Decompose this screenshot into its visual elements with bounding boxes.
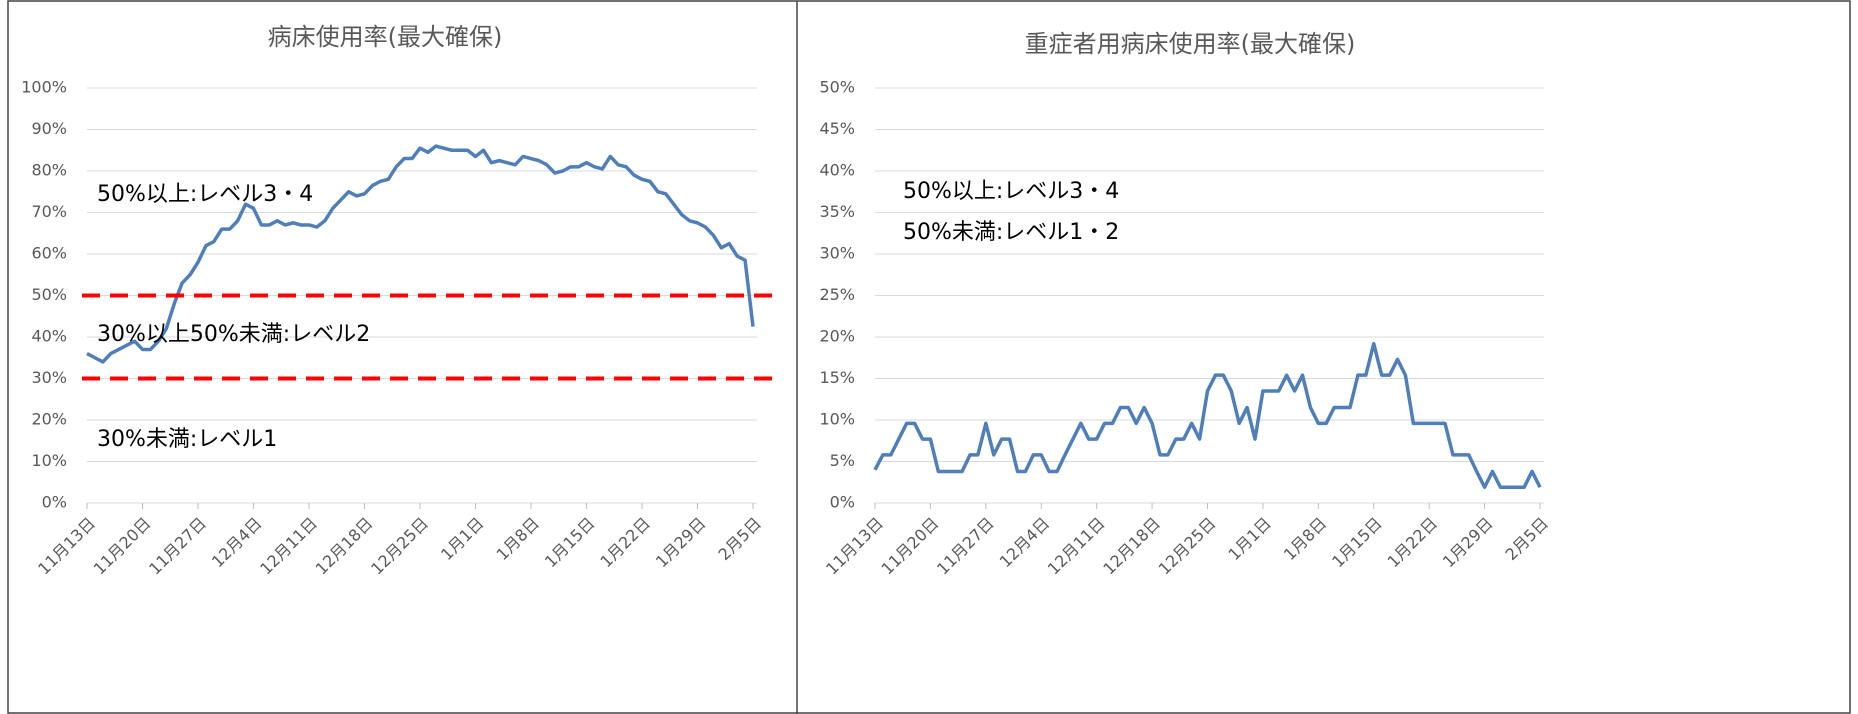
y-tick-label: 50% <box>31 285 67 304</box>
x-tick-label: 11月27日 <box>145 514 210 579</box>
x-tick-label: 11月13日 <box>822 514 887 579</box>
data-line <box>873 341 1542 489</box>
y-tick-label: 20% <box>819 327 855 346</box>
x-tick-label: 1月29日 <box>652 514 710 572</box>
y-tick-label: 15% <box>819 368 855 387</box>
annotation: 50%未満:レベル1・2 <box>903 220 1119 245</box>
y-tick-label: 50% <box>819 78 855 97</box>
y-tick-label: 80% <box>31 161 67 180</box>
x-tick-label: 1月15日 <box>541 514 599 572</box>
y-tick-label: 30% <box>31 368 67 387</box>
y-tick-label: 25% <box>819 285 855 304</box>
x-tick-label: 12月18日 <box>1099 514 1164 579</box>
x-tick-label: 2月5日 <box>1502 514 1552 564</box>
x-tick-label: 1月22日 <box>1384 514 1442 572</box>
annotation: 30%未満:レベル1 <box>97 427 277 452</box>
frame <box>7 0 1851 714</box>
annotation: 30%以上50%未満:レベル2 <box>97 322 370 347</box>
x-tick-label: 2月5日 <box>715 514 765 564</box>
y-tick-label: 70% <box>31 202 67 221</box>
y-tick-label: 10% <box>819 410 855 429</box>
y-tick-label: 0% <box>42 493 67 512</box>
x-tick-label: 12月4日 <box>996 514 1054 572</box>
annotation: 50%以上:レベル3・4 <box>97 182 313 207</box>
y-tick-label: 45% <box>819 119 855 138</box>
y-tick-label: 90% <box>31 119 67 138</box>
x-tick-label: 11月20日 <box>878 514 943 579</box>
x-tick-label: 12月25日 <box>1155 514 1220 579</box>
x-tick-label: 12月25日 <box>367 514 432 579</box>
y-tick-label: 10% <box>31 451 67 470</box>
annotation: 50%以上:レベル3・4 <box>903 179 1119 204</box>
y-tick-label: 20% <box>31 410 67 429</box>
x-tick-label: 1月1日 <box>437 514 487 564</box>
y-tick-label: 30% <box>819 244 855 263</box>
y-tick-label: 60% <box>31 244 67 263</box>
x-tick-label: 12月11日 <box>256 514 321 579</box>
x-tick-label: 1月1日 <box>1224 514 1274 564</box>
x-tick-label: 1月29日 <box>1439 514 1497 572</box>
x-tick-label: 11月27日 <box>933 514 998 579</box>
x-tick-label: 1月8日 <box>1280 514 1330 564</box>
x-tick-label: 1月15日 <box>1328 514 1386 572</box>
x-tick-label: 12月11日 <box>1044 514 1109 579</box>
x-tick-label: 11月13日 <box>34 514 99 579</box>
y-tick-label: 0% <box>830 493 855 512</box>
y-tick-label: 40% <box>31 327 67 346</box>
x-tick-label: 11月20日 <box>90 514 155 579</box>
x-tick-label: 12月18日 <box>312 514 377 579</box>
y-tick-label: 35% <box>819 202 855 221</box>
data-line <box>86 144 755 364</box>
x-tick-label: 12月4日 <box>208 514 266 572</box>
chart-title: 重症者用病床使用率(最大確保) <box>1025 30 1356 58</box>
x-tick-label: 1月22日 <box>596 514 654 572</box>
y-tick-label: 5% <box>830 451 855 470</box>
y-tick-label: 40% <box>819 161 855 180</box>
chart-title: 病床使用率(最大確保) <box>268 23 503 51</box>
y-tick-label: 100% <box>21 78 67 97</box>
x-tick-label: 1月8日 <box>493 514 543 564</box>
